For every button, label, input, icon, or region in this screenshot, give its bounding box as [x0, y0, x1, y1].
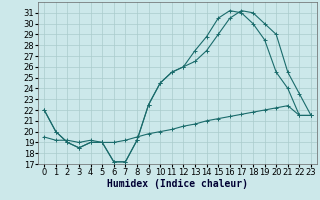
X-axis label: Humidex (Indice chaleur): Humidex (Indice chaleur)	[107, 179, 248, 189]
